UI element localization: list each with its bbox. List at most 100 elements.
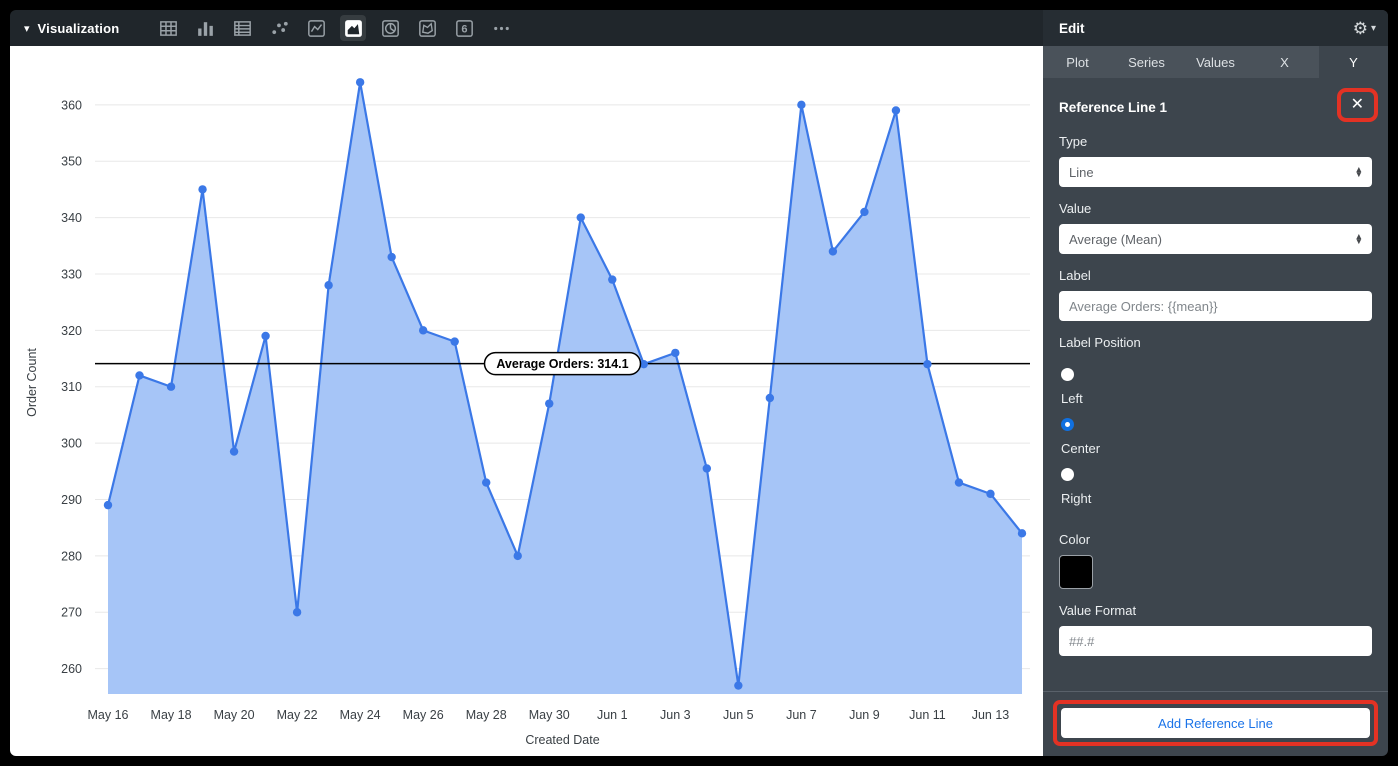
viz-type-table-icon[interactable] bbox=[155, 15, 181, 41]
area-fill bbox=[108, 82, 1022, 695]
data-point[interactable] bbox=[135, 371, 144, 380]
data-point[interactable] bbox=[513, 551, 522, 561]
tab-y[interactable]: Y bbox=[1319, 46, 1388, 78]
x-tick-label: May 16 bbox=[88, 708, 129, 722]
data-point[interactable] bbox=[576, 213, 585, 222]
data-point[interactable] bbox=[734, 681, 743, 690]
panel-footer: Add Reference Line bbox=[1043, 691, 1388, 746]
x-tick-label: May 30 bbox=[529, 708, 570, 722]
label-input[interactable] bbox=[1059, 291, 1372, 321]
remove-reference-line-button[interactable]: ✕ bbox=[1345, 93, 1370, 117]
data-point[interactable] bbox=[608, 275, 617, 284]
data-point[interactable] bbox=[482, 478, 491, 487]
app-content: ▾ Visualization 6 260 270 280 290 300 310 320 3… bbox=[10, 10, 1388, 756]
viz-type-pie-chart-icon[interactable] bbox=[377, 15, 403, 41]
y-tick-label: 300 bbox=[61, 437, 82, 451]
value-select-value: Average (Mean) bbox=[1069, 231, 1162, 247]
viz-type-icon-bar: 6 bbox=[155, 15, 514, 41]
data-point[interactable] bbox=[198, 185, 207, 194]
value-format-field-label: Value Format bbox=[1059, 603, 1137, 618]
value-field-label: Value bbox=[1059, 201, 1092, 216]
viz-type-map-icon[interactable] bbox=[414, 15, 440, 41]
label-position-option-center[interactable]: Center bbox=[1061, 418, 1372, 456]
reference-line-label: Average Orders: 314.1 bbox=[496, 357, 628, 371]
panel-title: Edit bbox=[1059, 20, 1085, 36]
x-tick-label: Jun 13 bbox=[972, 708, 1010, 722]
data-point[interactable] bbox=[671, 348, 680, 358]
edit-panel-header: Edit ⚙ ▾ bbox=[1043, 10, 1388, 46]
data-point[interactable] bbox=[797, 100, 806, 110]
data-point[interactable] bbox=[860, 207, 869, 217]
viz-type-scatter-icon[interactable] bbox=[266, 15, 292, 41]
data-point[interactable] bbox=[355, 78, 365, 87]
tab-values[interactable]: Values bbox=[1196, 54, 1235, 70]
tab-plot[interactable]: Plot bbox=[1066, 54, 1089, 70]
gear-icon: ⚙ bbox=[1352, 18, 1368, 38]
reference-line-section-header: Reference Line 1 ✕ bbox=[1059, 88, 1378, 124]
y-axis-title: Order Count bbox=[25, 348, 39, 417]
value-format-input[interactable] bbox=[1059, 626, 1372, 656]
data-point[interactable] bbox=[418, 326, 428, 335]
x-tick-label: Jun 11 bbox=[909, 708, 946, 722]
x-tick-label: May 26 bbox=[403, 708, 444, 722]
radio-unselected-icon[interactable] bbox=[1061, 368, 1074, 381]
select-arrows-icon: ▲ ▼ bbox=[1354, 163, 1363, 179]
visualization-toolbar: ▾ Visualization 6 bbox=[10, 10, 1043, 46]
settings-menu-button[interactable]: ⚙ ▾ bbox=[1353, 20, 1376, 37]
viz-type-column-chart-icon[interactable] bbox=[192, 15, 218, 41]
data-point[interactable] bbox=[166, 382, 176, 391]
data-point[interactable] bbox=[261, 331, 270, 341]
data-point[interactable] bbox=[229, 447, 239, 456]
y-tick-label: 270 bbox=[61, 606, 82, 620]
data-point[interactable] bbox=[828, 247, 838, 256]
toolbar-title: Visualization bbox=[37, 20, 120, 36]
data-point[interactable] bbox=[387, 252, 396, 262]
tab-x[interactable]: X bbox=[1280, 54, 1289, 70]
data-point[interactable] bbox=[923, 359, 932, 369]
radio-selected-icon[interactable] bbox=[1061, 418, 1074, 431]
add-reference-line-button[interactable]: Add Reference Line bbox=[1061, 708, 1370, 738]
annotation-highlight-close: ✕ bbox=[1336, 88, 1378, 122]
type-field-label: Type bbox=[1059, 134, 1088, 149]
label-position-option-left[interactable]: Left bbox=[1061, 368, 1372, 406]
radio-option-label: Right bbox=[1061, 491, 1092, 506]
y-tick-label: 350 bbox=[61, 155, 82, 169]
radio-option-label: Left bbox=[1061, 391, 1083, 406]
data-point[interactable] bbox=[545, 399, 554, 408]
label-position-option-right[interactable]: Right bbox=[1061, 468, 1372, 506]
viz-type-area-chart-icon[interactable] bbox=[340, 15, 367, 41]
data-point[interactable] bbox=[891, 106, 901, 115]
color-swatch[interactable] bbox=[1059, 555, 1093, 589]
edit-panel: Edit ⚙ ▾ Plot Series Values X Y Reference Li… bbox=[1043, 10, 1388, 756]
x-tick-label: May 18 bbox=[151, 708, 192, 722]
label-position-radio-group: Left Center Right bbox=[1059, 360, 1372, 518]
order-count-area-chart: 260 270 280 290 300 310 320 330 340 350 360 Average… bbox=[25, 78, 1030, 747]
radio-unselected-icon[interactable] bbox=[1061, 468, 1074, 481]
data-point[interactable] bbox=[292, 608, 302, 617]
chevron-down-icon: ▾ bbox=[1370, 22, 1376, 34]
data-point[interactable] bbox=[702, 464, 712, 473]
data-point[interactable] bbox=[1017, 529, 1027, 538]
data-point[interactable] bbox=[103, 500, 113, 510]
value-select[interactable]: Average (Mean) ▲ ▼ bbox=[1059, 224, 1372, 254]
data-point[interactable] bbox=[450, 337, 459, 346]
area-chart[interactable]: 260 270 280 290 300 310 320 330 340 350 360 Average… bbox=[10, 46, 1043, 756]
y-tick-label: 280 bbox=[61, 549, 82, 563]
data-point[interactable] bbox=[954, 478, 964, 487]
data-point[interactable] bbox=[765, 393, 775, 403]
viz-type-single-value-icon[interactable]: 6 bbox=[451, 15, 477, 41]
viz-type-report-table-icon[interactable] bbox=[229, 15, 255, 41]
svg-text:6: 6 bbox=[461, 23, 467, 35]
data-point[interactable] bbox=[986, 489, 995, 499]
label-field-label: Label bbox=[1059, 268, 1091, 283]
collapse-caret-icon[interactable]: ▾ bbox=[24, 22, 30, 35]
data-point[interactable] bbox=[639, 359, 648, 369]
viz-type-line-chart-icon[interactable] bbox=[303, 15, 329, 41]
tab-series[interactable]: Series bbox=[1128, 54, 1165, 70]
type-select[interactable]: Line ▲ ▼ bbox=[1059, 157, 1372, 187]
edit-tabs: Plot Series Values X Y bbox=[1043, 46, 1388, 78]
viz-type-more-icon[interactable] bbox=[488, 15, 514, 41]
data-point[interactable] bbox=[324, 281, 333, 290]
color-field-label: Color bbox=[1059, 532, 1091, 547]
